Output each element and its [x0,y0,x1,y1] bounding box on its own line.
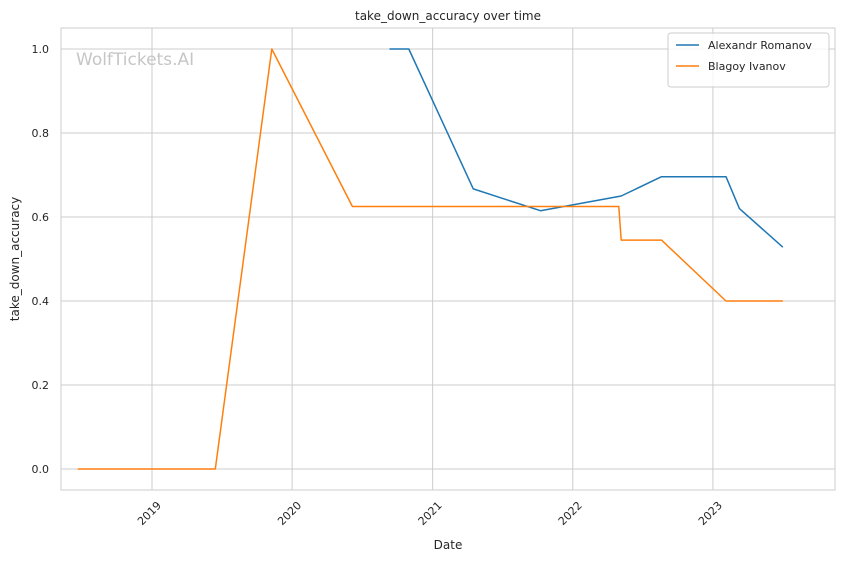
watermark: WolfTickets.AI [76,50,194,70]
y-tick-label: 1.0 [32,43,50,56]
y-tick-label: 0.2 [32,379,50,392]
plot-area [60,27,836,491]
y-tick-label: 0.0 [32,463,50,476]
chart-title: take_down_accuracy over time [355,9,541,23]
legend-label-1: Blagoy Ivanov [708,60,786,73]
x-axis-label: Date [434,538,463,552]
y-tick-label: 0.4 [32,295,50,308]
grid-lines [61,28,835,490]
y-tick-label: 0.8 [32,127,50,140]
y-axis-label: take_down_accuracy [8,197,22,321]
legend-box [667,32,830,88]
legend: Alexandr Romanov Blagoy Ivanov [667,32,830,88]
legend-label-0: Alexandr Romanov [708,39,812,52]
y-tick-label: 0.6 [32,211,50,224]
series-line-0 [389,48,784,248]
data-series [77,48,784,470]
series-line-1 [77,48,784,470]
